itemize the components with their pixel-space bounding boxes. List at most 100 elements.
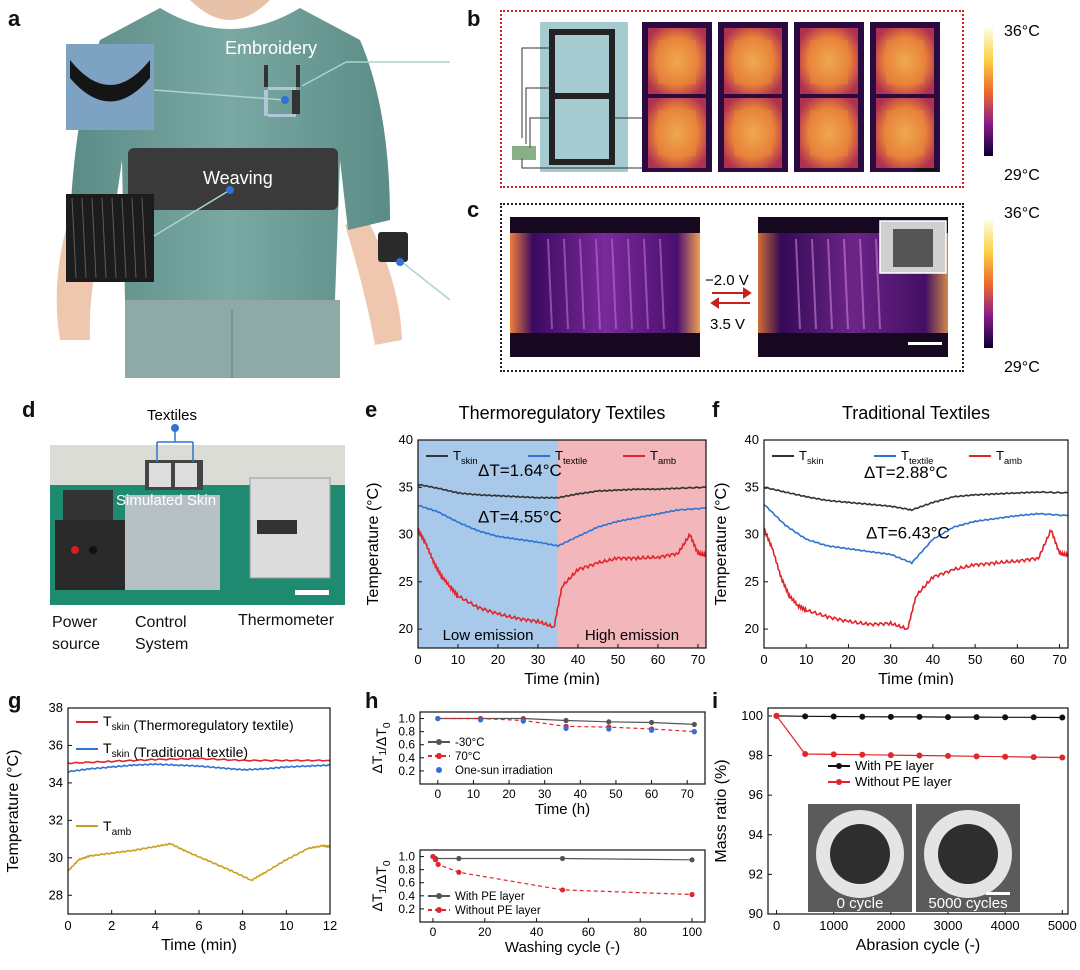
y-tick-label: 36 <box>49 737 63 752</box>
chart-title: Thermoregulatory Textiles <box>459 403 666 423</box>
y-tick-label: 38 <box>49 700 63 715</box>
legend-entry-2: Tamb <box>969 448 1022 466</box>
x-tick-label: 3000 <box>934 918 963 933</box>
panel-letter-f: f <box>712 397 720 422</box>
x-axis-label: Abrasion cycle (-) <box>856 937 980 954</box>
colorbar-c-min: 29°C <box>1004 359 1040 376</box>
x-axis-label: Time (min) <box>161 937 237 954</box>
chart-title: Traditional Textiles <box>842 403 990 423</box>
control-system-label: Control System <box>135 614 189 653</box>
embroidery-inset <box>66 44 154 130</box>
legend-entry-1: Without PE layer <box>428 905 541 917</box>
x-axis-label: Time (min) <box>524 671 600 685</box>
data-point <box>606 719 612 725</box>
switch-arrows <box>710 287 752 309</box>
svg-text:With PE layer: With PE layer <box>455 891 525 903</box>
data-point <box>830 713 837 720</box>
delta-annotation-1: ΔT=4.55°C <box>478 507 562 526</box>
data-point <box>945 714 951 721</box>
svg-text:-30°C: -30°C <box>455 737 485 749</box>
x-axis-label: Time (h) <box>535 801 590 818</box>
data-point <box>435 861 441 867</box>
x-tick-label: 20 <box>502 787 516 801</box>
colorbar-b-min: 29°C <box>1004 167 1040 184</box>
legend-entry-1: 70°C <box>428 751 481 763</box>
x-tick-label: 20 <box>841 652 855 667</box>
y-tick-label: 30 <box>49 850 63 865</box>
thermal-image-1 <box>642 22 712 172</box>
svg-text:Tskin (Traditional textile): Tskin (Traditional textile) <box>103 740 248 760</box>
panel-letter-h: h <box>365 688 379 713</box>
data-point <box>691 729 697 735</box>
x-tick-label: 4 <box>152 918 159 933</box>
y-tick-label: 20 <box>399 621 413 636</box>
x-tick-label: 10 <box>451 652 465 667</box>
svg-text:Ttextile: Ttextile <box>901 448 933 466</box>
x-tick-label: 70 <box>681 787 695 801</box>
x-tick-label: 10 <box>467 787 481 801</box>
x-tick-label: 40 <box>926 652 940 667</box>
x-tick-label: 0 <box>773 918 780 933</box>
y-tick-label: 28 <box>49 887 63 902</box>
y-tick-label: 0.4 <box>398 751 415 765</box>
data-point <box>887 713 894 720</box>
svg-text:Tamb: Tamb <box>650 448 676 466</box>
data-point <box>477 717 484 723</box>
power-source-device <box>55 520 125 590</box>
chart-e: Low emission High emission Thermoregulator… <box>365 403 707 685</box>
data-point <box>691 721 697 728</box>
series-line-1 <box>776 715 1063 759</box>
y-tick-label: 100 <box>741 708 763 723</box>
legend-entry-1: Ttextile <box>528 448 587 466</box>
svg-text:With PE layer: With PE layer <box>855 758 934 773</box>
x-tick-label: 5000 <box>1048 918 1077 933</box>
region-label-0: Low emission <box>443 627 534 644</box>
x-axis-label: Time (min) <box>878 671 954 685</box>
voltage-top: −2.0 V <box>705 272 749 289</box>
weaving-band <box>128 148 338 210</box>
x-tick-label: 2 <box>108 918 115 933</box>
y-tick-label: 32 <box>49 812 63 827</box>
legend-entry-amb: Tamb <box>76 818 132 838</box>
region-1 <box>558 440 706 648</box>
data-point <box>830 751 837 758</box>
x-tick-label: 0 <box>64 918 71 933</box>
panel-letter-d: d <box>22 397 36 422</box>
panel-c-frame <box>500 203 964 372</box>
y-tick-label: 92 <box>749 866 763 881</box>
x-tick-label: 60 <box>645 787 659 801</box>
data-point <box>689 891 695 898</box>
svg-text:70°C: 70°C <box>455 751 481 763</box>
y-tick-label: 0.6 <box>398 876 415 890</box>
x-tick-label: 0 <box>414 652 421 667</box>
data-point <box>559 887 566 893</box>
legend-entry-2: One-sun irradiation <box>436 765 553 777</box>
thermal-image-3 <box>794 22 864 172</box>
x-tick-label: 70 <box>1052 652 1066 667</box>
data-point <box>563 717 569 724</box>
series-line-1 <box>763 504 1069 565</box>
data-point <box>945 752 951 759</box>
panel-letter-a: a <box>8 6 21 31</box>
panel-letter-i: i <box>712 688 719 713</box>
x-tick-label: 0 <box>434 787 441 801</box>
data-point <box>606 726 612 732</box>
x-tick-label: 50 <box>609 787 623 801</box>
y-tick-label: 0.4 <box>398 889 415 903</box>
chart-i: 0 1000 2000 3000 4000 5000 90 92 94 96 98 100 Abrasi… <box>713 707 1077 954</box>
data-point <box>973 753 980 760</box>
data-point <box>559 855 566 862</box>
panel-letter-b: b <box>467 6 481 31</box>
series-line-2 <box>417 527 707 629</box>
x-tick-label: 50 <box>611 652 625 667</box>
y-tick-label: 34 <box>49 775 63 790</box>
textiles-label: Textiles <box>147 407 197 424</box>
y-axis-label: Temperature (°C) <box>5 750 22 873</box>
shirt-illustration: Embroidery Weaving <box>56 0 450 378</box>
y-tick-label: 30 <box>745 527 759 542</box>
y-tick-label: 98 <box>749 748 763 763</box>
x-tick-label: 10 <box>279 918 293 933</box>
legend-entry-0: -30°C <box>428 737 485 749</box>
panel-b-images <box>512 22 940 172</box>
y-tick-label: 0.2 <box>398 902 415 916</box>
